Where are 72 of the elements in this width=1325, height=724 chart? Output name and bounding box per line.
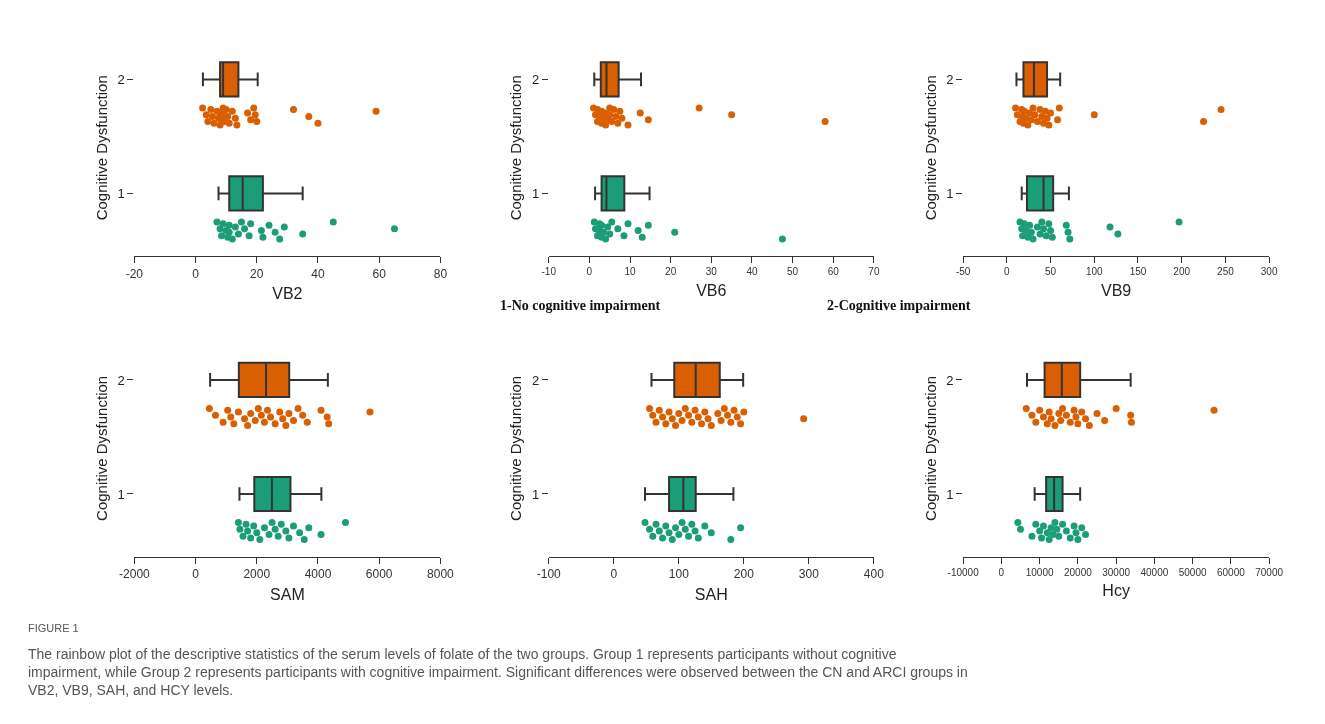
x-tick-label: 0 — [998, 566, 1005, 578]
x-tick-label: 300 — [1260, 266, 1278, 278]
x-axis-title: SAH — [694, 585, 728, 603]
x-tick-label: 300 — [798, 567, 820, 582]
x-tick-label: 100 — [668, 567, 690, 582]
x-tick-label: 4000 — [304, 567, 332, 582]
x-tick-label: 10000 — [1025, 566, 1054, 578]
x-tick-label: 10 — [624, 266, 637, 278]
y-tick-label: 2 — [946, 372, 954, 388]
y-tick-label: 1 — [946, 185, 954, 201]
x-tick-label: 60 — [372, 266, 387, 281]
x-tick-label: 6000 — [365, 567, 393, 582]
x-tick-label: 0 — [192, 266, 200, 281]
caption: FIGURE 1 — [28, 622, 79, 634]
x-tick-label: 50 — [787, 266, 799, 278]
x-tick-label: 2000 — [243, 567, 271, 582]
x-tick-label: 40000 — [1140, 566, 1169, 578]
x-tick-label: 8000 — [427, 567, 455, 582]
x-tick-label: 0 — [192, 567, 200, 582]
x-tick-label: 400 — [863, 567, 885, 582]
x-tick-label: 40 — [311, 266, 325, 281]
x-tick-label: -10000 — [947, 566, 980, 578]
x-tick-label: 60000 — [1216, 566, 1246, 578]
y-tick-label: 2 — [117, 71, 125, 87]
x-axis-title: SAM — [270, 585, 305, 603]
x-tick-label: 40 — [746, 266, 758, 278]
x-axis-title: VB2 — [272, 285, 303, 303]
y-axis-title: Cognitive Dysfunction — [921, 75, 939, 221]
x-tick-label: 70000 — [1255, 566, 1284, 578]
x-tick-label: -2000 — [119, 567, 151, 582]
x-tick-label: 150 — [1129, 266, 1147, 278]
y-tick-label: 2 — [531, 71, 540, 87]
x-tick-label: 200 — [733, 567, 755, 582]
x-tick-label: 80 — [433, 266, 448, 281]
y-tick-label: 1 — [117, 486, 125, 502]
x-tick-label: 20 — [250, 266, 264, 281]
y-tick-label: 1 — [531, 185, 540, 201]
y-axis-title: Cognitive Dysfunction — [507, 375, 525, 521]
x-tick-label: 20000 — [1063, 566, 1093, 578]
y-tick-label: 1 — [531, 486, 540, 502]
y-axis-title: Cognitive Dysfunction — [92, 375, 110, 521]
x-tick-label: 0 — [610, 567, 618, 582]
y-axis-title: Cognitive Dysfunction — [507, 75, 525, 221]
x-tick-label: 30 — [705, 266, 718, 278]
y-tick-label: 2 — [531, 372, 540, 388]
x-axis-title: VB6 — [696, 281, 727, 299]
text: 2-Cognitive impairment — [827, 298, 971, 313]
x-tick-label: -100 — [536, 567, 562, 582]
y-tick-label: 1 — [946, 486, 954, 502]
y-axis-title: Cognitive Dysfunction — [92, 75, 110, 221]
x-tick-label: 50000 — [1178, 566, 1207, 578]
y-axis-title: Cognitive Dysfunction — [921, 375, 939, 521]
x-tick-label: 100 — [1085, 266, 1104, 278]
y-tick-label: 2 — [946, 71, 954, 87]
x-tick-label: 20 — [665, 266, 677, 278]
x-tick-label: 0 — [586, 266, 593, 278]
x-tick-label: 200 — [1173, 266, 1191, 278]
y-tick-label: 2 — [117, 372, 125, 388]
x-tick-label: 0 — [1004, 266, 1011, 278]
x-tick-label: 70 — [868, 266, 880, 278]
text: The rainbow plot of the descriptive statistics of the serum levels of folate of the two groups. Group 1 represents participants without cognitive impairment, while Group 2 represents participants with cognitive impairment. Significant differences were observed between the CN and ARCI groups in VB2, VB9, SAH, and HCY levels. — [28, 646, 968, 699]
x-tick-label: 50 — [1044, 266, 1057, 278]
x-axis-title: Hcy — [1102, 582, 1130, 600]
y-tick-label: 1 — [117, 185, 125, 201]
x-tick-label: 60 — [827, 266, 840, 278]
x-axis-title: VB9 — [1101, 281, 1132, 299]
x-tick-label: 30000 — [1102, 566, 1131, 578]
x-tick-label: -50 — [955, 266, 971, 278]
x-tick-label: -10 — [541, 266, 557, 278]
x-tick-label: 250 — [1217, 266, 1235, 278]
x-tick-label: -20 — [125, 266, 144, 281]
text: 1-No cognitive impairment — [500, 298, 661, 313]
